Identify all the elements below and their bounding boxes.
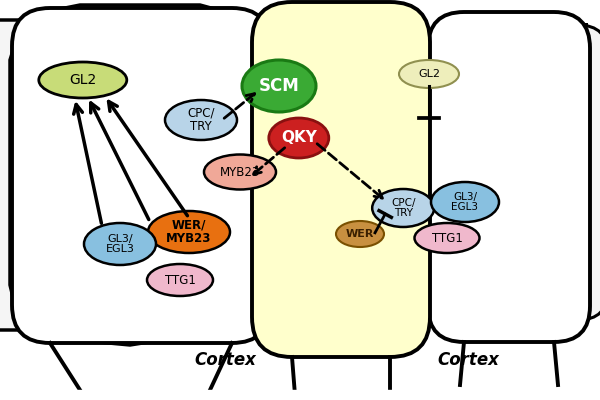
FancyBboxPatch shape [558, 25, 600, 320]
Text: CPC/
TRY: CPC/ TRY [391, 198, 415, 218]
FancyBboxPatch shape [428, 12, 590, 342]
Text: WER/
MYB23: WER/ MYB23 [166, 218, 212, 246]
Ellipse shape [148, 211, 230, 253]
Ellipse shape [84, 223, 156, 265]
Polygon shape [10, 5, 268, 345]
Text: GL3/
EGL3: GL3/ EGL3 [106, 234, 134, 254]
Text: SCM: SCM [259, 77, 299, 95]
Ellipse shape [399, 60, 459, 88]
Text: TTG1: TTG1 [431, 232, 463, 244]
Text: GL2: GL2 [418, 69, 440, 79]
Text: WER: WER [346, 229, 374, 239]
FancyBboxPatch shape [12, 8, 270, 343]
Ellipse shape [242, 60, 316, 112]
Ellipse shape [39, 62, 127, 98]
Ellipse shape [336, 221, 384, 247]
FancyBboxPatch shape [0, 20, 60, 330]
Text: TTG1: TTG1 [164, 274, 196, 286]
Ellipse shape [165, 100, 237, 140]
Text: GL3/
EGL3: GL3/ EGL3 [452, 192, 479, 212]
FancyBboxPatch shape [252, 2, 430, 357]
Bar [0, 390, 600, 400]
Text: MYB23: MYB23 [220, 166, 260, 178]
Text: GL2: GL2 [69, 73, 97, 87]
Ellipse shape [431, 182, 499, 222]
Text: Cortex: Cortex [437, 351, 499, 369]
Ellipse shape [147, 264, 213, 296]
Ellipse shape [204, 154, 276, 190]
Text: QKY: QKY [281, 130, 317, 146]
Text: Cortex: Cortex [194, 351, 256, 369]
Ellipse shape [269, 118, 329, 158]
Ellipse shape [372, 189, 434, 227]
Ellipse shape [415, 223, 479, 253]
Text: CPC/
TRY: CPC/ TRY [187, 106, 215, 134]
